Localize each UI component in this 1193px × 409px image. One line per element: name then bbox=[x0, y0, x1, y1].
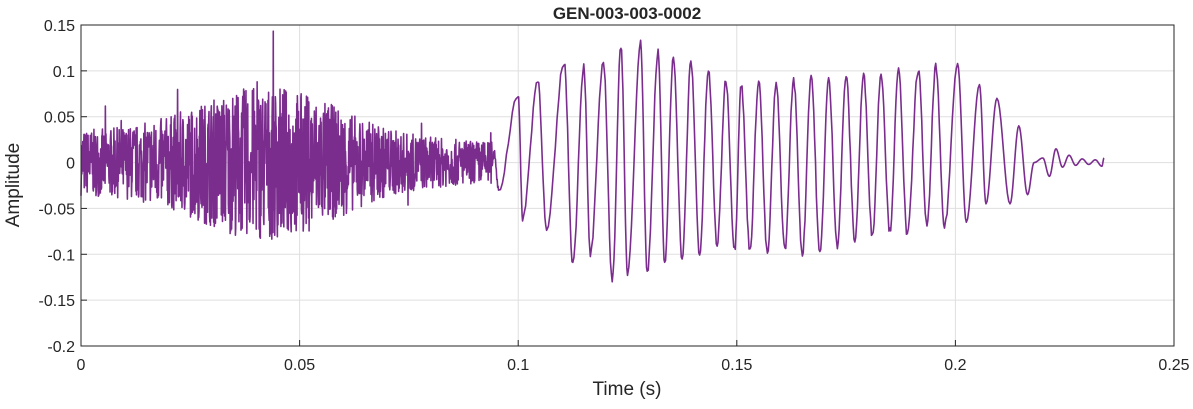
y-tick-label: -0.15 bbox=[39, 293, 76, 310]
x-tick-label: 0.15 bbox=[721, 357, 752, 374]
y-axis-ticks: 0.15 0.1 0.05 0 -0.05 -0.1 -0.15 -0.2 bbox=[39, 18, 87, 356]
y-tick-label: 0.05 bbox=[44, 110, 75, 127]
series-line-amplitude bbox=[80, 30, 1105, 283]
y-tick-label: -0.2 bbox=[47, 339, 75, 356]
x-axis-ticks: 0 0.05 0.1 0.15 0.2 0.25 bbox=[77, 340, 1190, 374]
x-tick-label: 0.1 bbox=[507, 357, 529, 374]
x-tick-label: 0.25 bbox=[1158, 357, 1189, 374]
x-tick-label: 0 bbox=[77, 357, 86, 374]
x-tick-label: 0.05 bbox=[284, 357, 315, 374]
y-tick-label: -0.05 bbox=[39, 201, 76, 218]
series-layer bbox=[80, 30, 1105, 283]
y-tick-label: -0.1 bbox=[47, 247, 75, 264]
x-tick-label: 0.2 bbox=[944, 357, 966, 374]
chart-title: GEN-003-003-0002 bbox=[553, 4, 701, 23]
plot-frame bbox=[80, 24, 1175, 347]
y-tick-label: 0.15 bbox=[44, 18, 75, 35]
y-tick-label: 0 bbox=[66, 156, 75, 173]
y-tick-label: 0.1 bbox=[53, 64, 75, 81]
y-axis-label: Amplitude bbox=[3, 143, 24, 228]
x-axis-label: Time (s) bbox=[593, 379, 662, 400]
